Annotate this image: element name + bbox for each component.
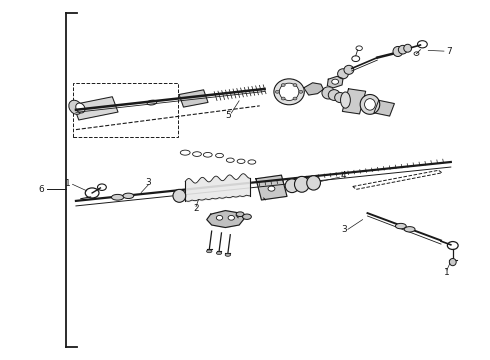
Ellipse shape bbox=[225, 253, 230, 256]
Polygon shape bbox=[73, 97, 118, 120]
Ellipse shape bbox=[279, 83, 299, 100]
Ellipse shape bbox=[217, 252, 221, 255]
Ellipse shape bbox=[395, 223, 406, 229]
Text: 4: 4 bbox=[340, 171, 346, 180]
Text: 2: 2 bbox=[193, 204, 199, 213]
Text: 6: 6 bbox=[38, 185, 44, 194]
Ellipse shape bbox=[449, 258, 456, 266]
Polygon shape bbox=[327, 76, 343, 88]
Ellipse shape bbox=[275, 90, 279, 93]
Ellipse shape bbox=[299, 90, 303, 93]
Ellipse shape bbox=[243, 214, 251, 220]
Text: 1: 1 bbox=[65, 179, 71, 188]
Ellipse shape bbox=[338, 69, 348, 79]
Ellipse shape bbox=[341, 92, 350, 108]
Ellipse shape bbox=[236, 212, 244, 217]
Ellipse shape bbox=[173, 189, 186, 202]
Text: 7: 7 bbox=[446, 47, 452, 56]
Ellipse shape bbox=[322, 87, 335, 99]
Ellipse shape bbox=[281, 84, 285, 86]
Ellipse shape bbox=[76, 103, 85, 113]
Text: 5: 5 bbox=[225, 111, 231, 120]
Polygon shape bbox=[343, 89, 366, 114]
Polygon shape bbox=[374, 100, 394, 116]
Bar bbox=[73, 83, 178, 137]
Ellipse shape bbox=[404, 44, 412, 52]
Text: 1: 1 bbox=[444, 269, 450, 277]
Ellipse shape bbox=[307, 176, 320, 190]
Ellipse shape bbox=[365, 99, 375, 110]
Polygon shape bbox=[207, 211, 244, 228]
Ellipse shape bbox=[332, 79, 339, 84]
Ellipse shape bbox=[285, 179, 299, 193]
Ellipse shape bbox=[69, 100, 82, 114]
Ellipse shape bbox=[328, 90, 340, 100]
Ellipse shape bbox=[111, 194, 123, 200]
Ellipse shape bbox=[207, 250, 212, 253]
Polygon shape bbox=[353, 170, 442, 189]
Ellipse shape bbox=[404, 227, 415, 232]
Ellipse shape bbox=[294, 176, 309, 192]
Polygon shape bbox=[256, 175, 287, 200]
Ellipse shape bbox=[268, 186, 275, 191]
Ellipse shape bbox=[344, 66, 354, 75]
Text: 3: 3 bbox=[146, 178, 151, 187]
Ellipse shape bbox=[228, 215, 234, 220]
Ellipse shape bbox=[393, 46, 403, 57]
Polygon shape bbox=[304, 83, 323, 95]
Text: 3: 3 bbox=[341, 225, 347, 234]
Ellipse shape bbox=[123, 193, 134, 199]
Ellipse shape bbox=[360, 95, 380, 114]
Ellipse shape bbox=[293, 84, 297, 86]
Ellipse shape bbox=[217, 215, 222, 220]
Ellipse shape bbox=[335, 93, 345, 103]
Ellipse shape bbox=[281, 97, 285, 100]
Ellipse shape bbox=[398, 45, 407, 54]
Ellipse shape bbox=[293, 97, 297, 100]
Polygon shape bbox=[179, 90, 208, 107]
Ellipse shape bbox=[274, 79, 304, 105]
